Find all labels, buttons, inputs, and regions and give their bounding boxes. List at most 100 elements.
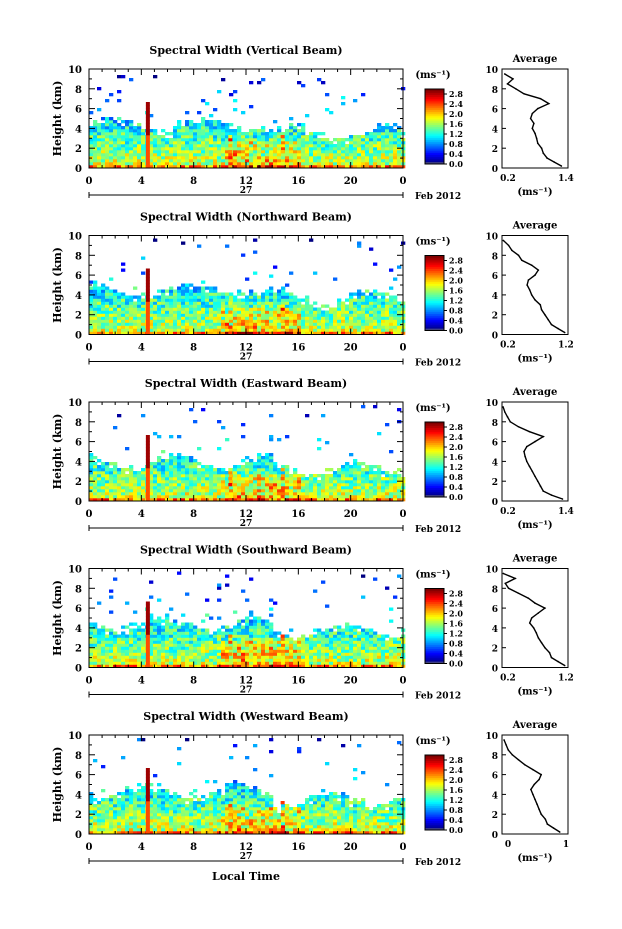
profile-point <box>530 264 533 267</box>
heatmap-cell <box>173 162 178 166</box>
heatmap-cell <box>333 655 338 659</box>
heatmap-cell <box>165 486 170 490</box>
heatmap-cell <box>105 658 110 662</box>
heatmap-cell <box>265 498 270 502</box>
heatmap-cell <box>93 304 98 308</box>
heatmap-cell <box>369 316 374 320</box>
heatmap-cell <box>285 325 290 329</box>
heatmap-cell <box>133 655 138 659</box>
heatmap-cell <box>97 631 102 635</box>
heatmap-cell <box>185 331 190 335</box>
heatmap-cell <box>361 649 366 653</box>
heatmap-cell <box>237 331 242 335</box>
heatmap-cell <box>161 634 166 638</box>
heatmap-cell <box>109 646 114 650</box>
x-tick-label: 0 <box>86 176 93 187</box>
heatmap-cell <box>321 664 326 668</box>
heatmap-cell <box>365 132 370 136</box>
heatmap-cell <box>189 637 194 641</box>
y-axis-label: Height (km) <box>51 81 64 157</box>
heatmap-cell <box>265 492 270 496</box>
y-tick-label: 4 <box>75 291 82 302</box>
heatmap-cell <box>141 331 146 335</box>
heatmap-cell <box>373 471 378 475</box>
heatmap-cell <box>201 664 206 668</box>
heatmap-cell <box>145 165 150 169</box>
heatmap-cell <box>169 634 174 638</box>
heatmap-cell <box>365 495 370 499</box>
heatmap-cell <box>225 135 230 139</box>
heatmap-cell <box>389 655 394 659</box>
heatmap-cell <box>389 325 394 329</box>
heatmap-cell <box>129 483 134 487</box>
heatmap-cell <box>333 159 338 163</box>
colorbar-unit: (ms⁻¹) <box>415 403 450 414</box>
heatmap-cell <box>205 153 210 157</box>
heatmap-cell <box>285 486 290 490</box>
heatmap-cell <box>133 643 138 647</box>
heatmap-cell <box>357 631 362 635</box>
heatmap-cell <box>305 652 310 656</box>
heatmap-cell <box>337 138 342 142</box>
heatmap-cell <box>369 310 374 314</box>
heatmap-cell <box>329 631 334 635</box>
heatmap-cell <box>209 144 214 148</box>
heatmap-cell <box>393 637 398 641</box>
heatmap-cell <box>357 658 362 662</box>
heatmap-cell <box>93 456 98 460</box>
heatmap-cell <box>201 631 206 635</box>
heatmap-cell <box>253 162 258 166</box>
heatmap-cell <box>157 298 162 302</box>
heatmap-cell <box>249 646 254 650</box>
heatmap-cell <box>97 465 102 469</box>
heatmap-cell <box>97 87 102 91</box>
heatmap-cell <box>377 310 382 314</box>
heatmap-cell <box>93 640 98 644</box>
heatmap-cell <box>193 319 198 323</box>
heatmap-cell <box>101 489 106 493</box>
heatmap-cell <box>221 322 226 326</box>
heatmap-cell <box>361 574 366 578</box>
heatmap-cell <box>353 495 358 499</box>
heatmap-cell <box>121 649 126 653</box>
heatmap-cell <box>353 646 358 650</box>
heatmap-cell <box>185 456 190 460</box>
heatmap-cell <box>269 435 274 439</box>
heatmap-cell <box>161 289 166 293</box>
heatmap-cell <box>317 78 322 82</box>
profile-x-tick-label: 0.2 <box>500 341 516 351</box>
heatmap-cell <box>285 328 290 332</box>
heatmap-cell <box>149 313 154 317</box>
heatmap-cell <box>181 147 186 151</box>
heatmap-cell <box>253 489 258 493</box>
heatmap-cell <box>389 661 394 665</box>
heatmap-cell <box>93 123 98 127</box>
heatmap-cell <box>89 280 94 284</box>
heatmap-cell <box>153 135 158 139</box>
heatmap-cell <box>229 123 234 127</box>
heatmap-cell <box>321 141 326 145</box>
heatmap-cell <box>141 141 146 145</box>
heatmap-cell <box>305 159 310 163</box>
heatmap-cell <box>125 664 130 668</box>
heatmap-cell <box>181 141 186 145</box>
heatmap-cell <box>145 298 150 302</box>
heatmap-cell <box>201 313 206 317</box>
heatmap-cell <box>293 165 298 169</box>
heatmap-cell <box>373 156 378 160</box>
heatmap-cell <box>265 307 270 311</box>
heatmap-cell <box>257 616 262 620</box>
heatmap-cell <box>281 147 286 151</box>
colorbar-tick-label: 1.6 <box>449 286 463 296</box>
heatmap-cell <box>181 135 186 139</box>
heatmap-cell <box>280 313 285 317</box>
heatmap-cell <box>145 468 150 472</box>
heatmap-cell <box>105 162 110 166</box>
heatmap-cell <box>165 316 170 320</box>
heatmap-cell <box>121 495 126 499</box>
heatmap-cell <box>361 462 366 466</box>
heatmap-cell <box>105 465 110 469</box>
heatmap-cell <box>133 156 138 160</box>
heatmap-cell <box>257 459 262 463</box>
heatmap-cell <box>185 495 190 499</box>
